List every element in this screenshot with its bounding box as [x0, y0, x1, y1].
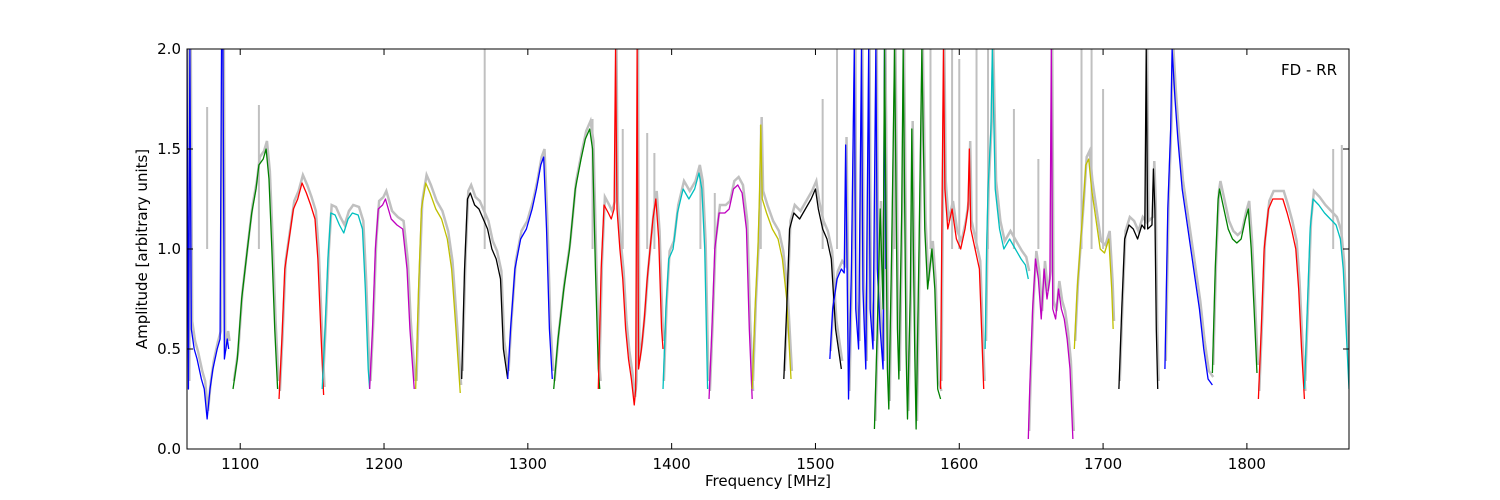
y-tick-label: 1.0: [157, 240, 181, 258]
series-band-16: [873, 49, 942, 430]
chart-annotation: FD - RR: [1281, 61, 1337, 79]
x-tick-label: 1100: [221, 455, 259, 473]
series-band-10: [597, 49, 664, 406]
series-band-13: [751, 124, 792, 390]
y-tick-label: 2.0: [157, 40, 181, 58]
x-tick-label: 1200: [365, 455, 403, 473]
background-trace-21: [1118, 49, 1160, 382]
y-tick-label: 1.5: [157, 140, 181, 158]
y-axis-label: Amplitude [arbitrary units]: [133, 149, 151, 349]
series-band-20: [1073, 158, 1114, 350]
x-tick-label: 1600: [940, 455, 978, 473]
x-tick-label: 1500: [796, 455, 834, 473]
background-trace-14: [783, 176, 844, 372]
series-band-8: [507, 156, 553, 380]
series-band-4: [321, 212, 371, 390]
series-band-5: [368, 198, 415, 390]
series-band-22: [1164, 49, 1213, 386]
series-band-9: [553, 128, 601, 390]
x-axis-label: Frequency [MHz]: [705, 472, 831, 490]
series-band-12: [708, 184, 753, 400]
series-band-11: [662, 172, 709, 390]
x-tick-label: 1300: [509, 455, 547, 473]
series-band-1: [187, 49, 230, 420]
series-band-25: [1303, 198, 1349, 390]
series-band-14: [783, 188, 842, 380]
plot-area: [187, 49, 1349, 440]
series-band-19: [1027, 49, 1074, 440]
x-tick-label: 1700: [1084, 455, 1122, 473]
y-tick-label: 0.5: [157, 340, 181, 358]
x-tick-label: 1800: [1228, 455, 1266, 473]
series-band-24: [1257, 198, 1306, 400]
series-band-7: [461, 192, 509, 380]
background-trace-16: [874, 49, 943, 422]
series-band-2: [232, 148, 279, 390]
series-band-6: [415, 182, 461, 394]
x-tick-label: 1400: [653, 455, 691, 473]
axis-ticks: 1100 1200 1300 1400 1500 1600 1700 1800 0.0 0.5 1.…: [157, 40, 1349, 473]
axes-frame: [186, 48, 1350, 450]
series-band-3: [278, 182, 325, 400]
series-band-18: [984, 49, 1029, 350]
series-band-15: [829, 49, 887, 400]
series-band-17: [939, 49, 985, 390]
series-band-23: [1211, 188, 1258, 374]
background-trace-17: [940, 49, 986, 382]
y-tick-label: 0.0: [157, 440, 181, 458]
background-trace-22: [1164, 49, 1215, 378]
series-band-21: [1118, 49, 1159, 390]
